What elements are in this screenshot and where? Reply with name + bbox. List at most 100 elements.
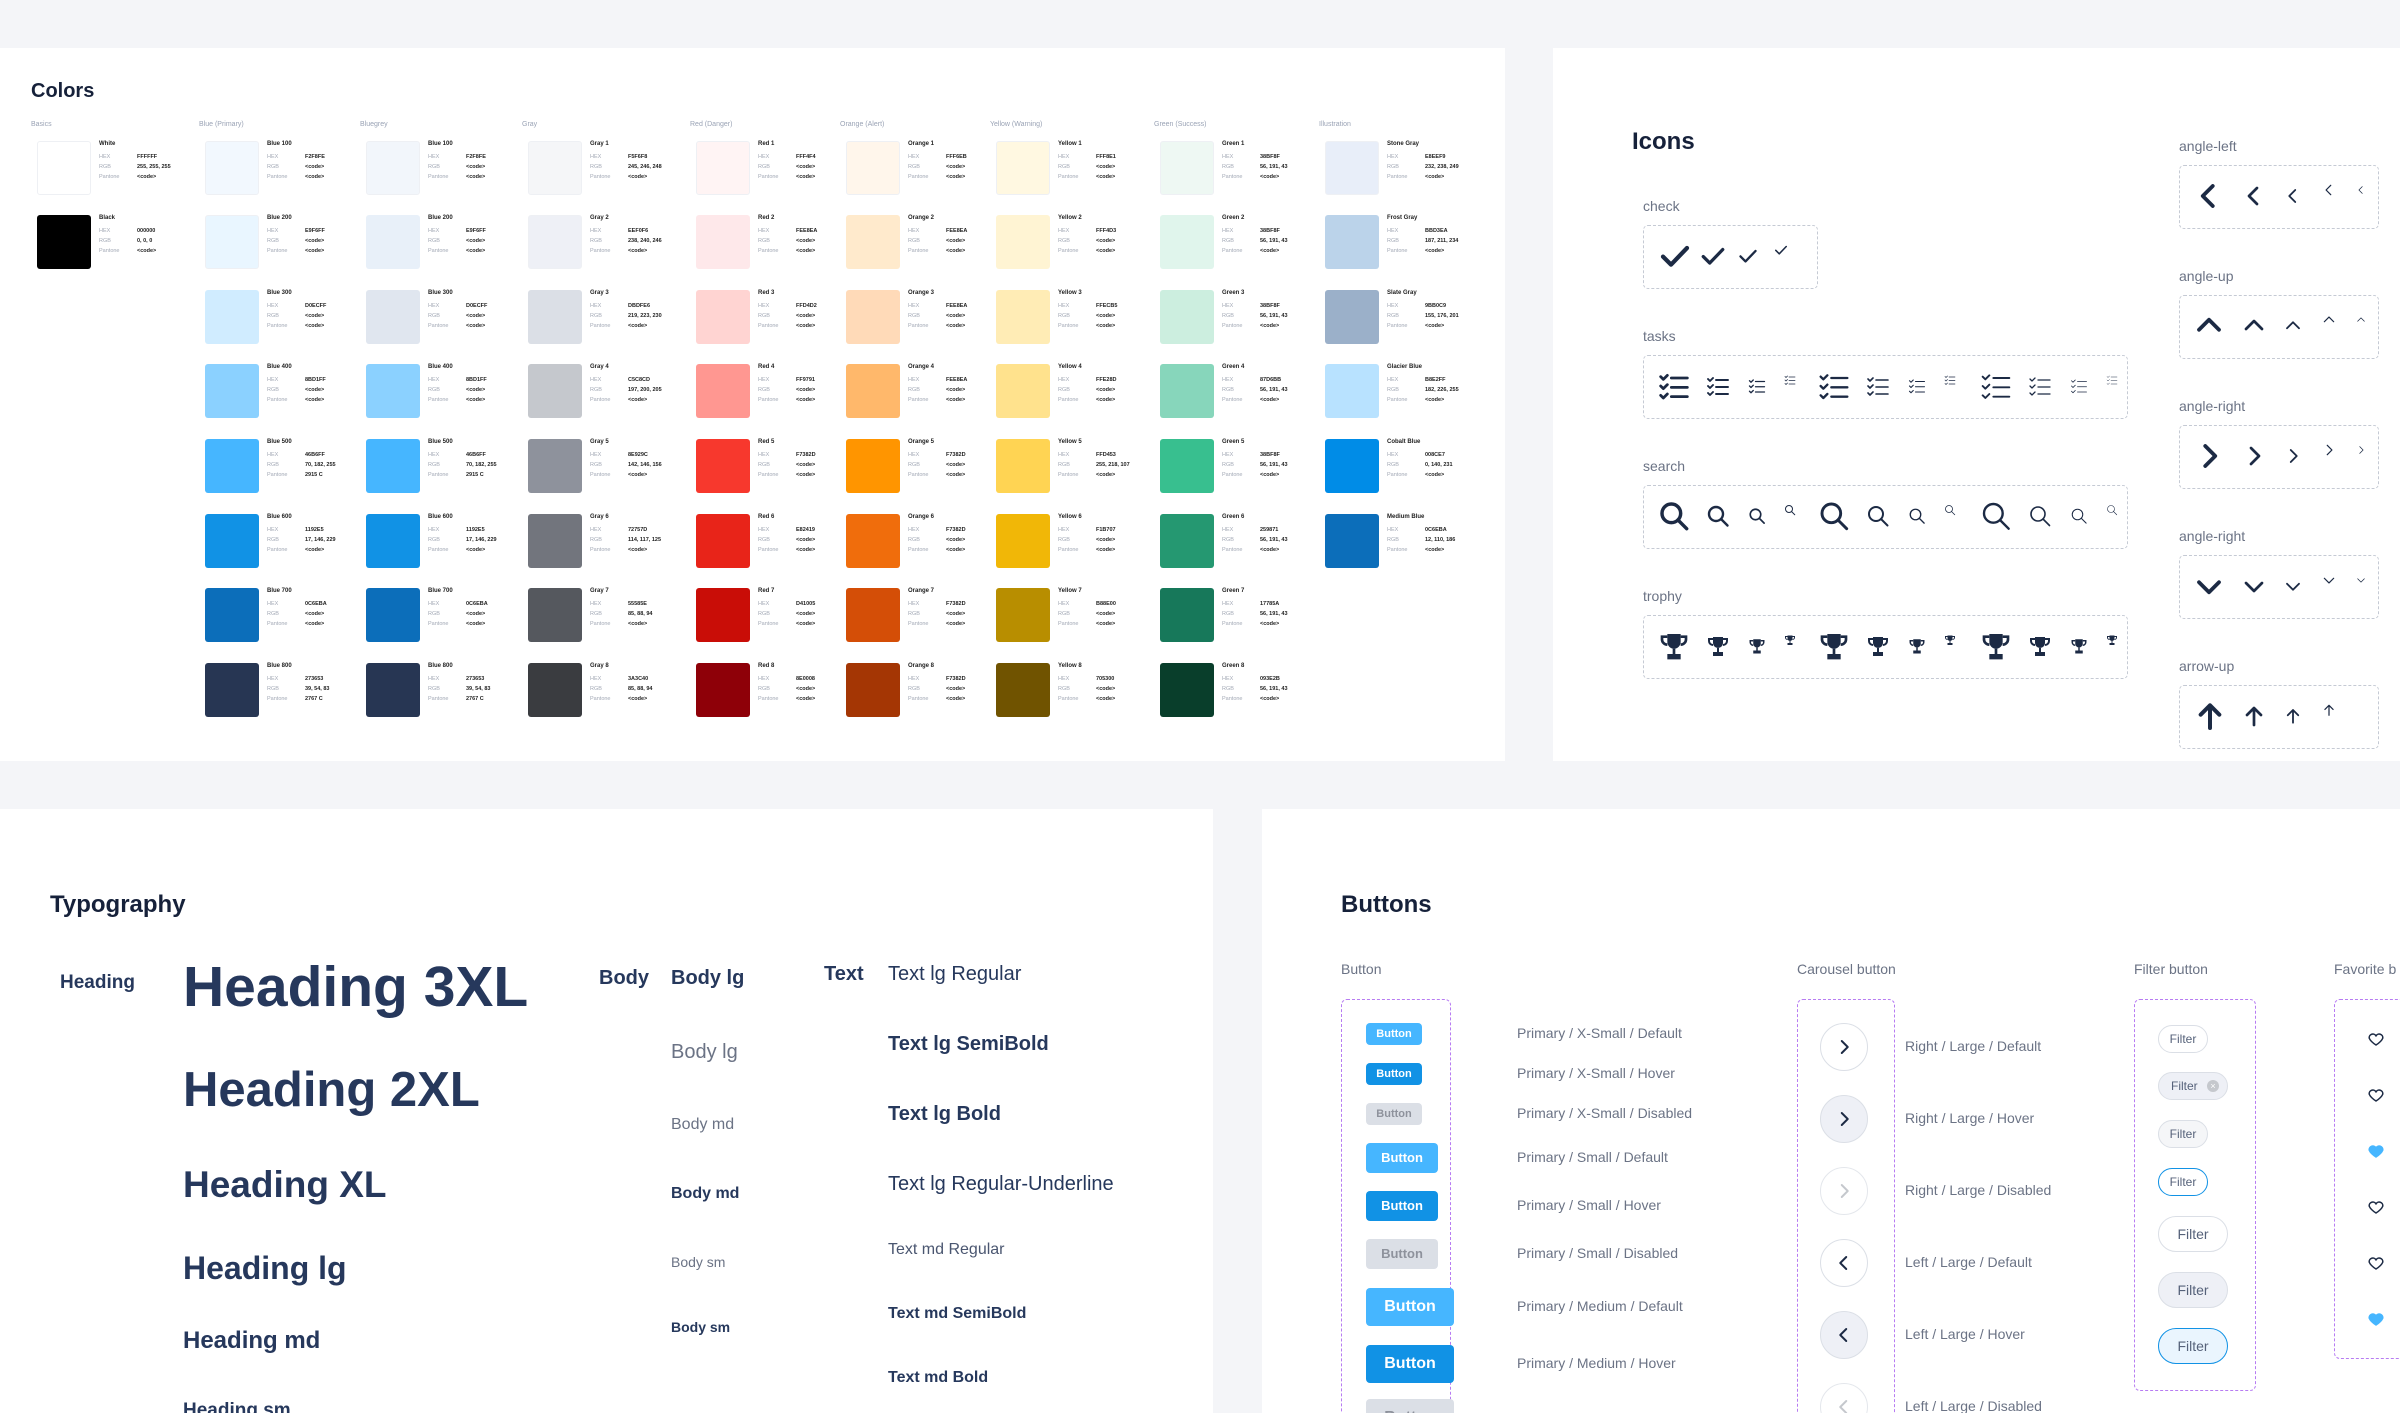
color-pantone-label: Pantone — [908, 248, 929, 254]
color-hex-label: HEX — [908, 377, 920, 383]
color-pantone-value: <code> — [628, 248, 648, 254]
color-hex-value: FFF8E1 — [1096, 154, 1116, 160]
carousel-button[interactable] — [1820, 1311, 1868, 1359]
color-name: Cobalt Blue — [1387, 439, 1421, 445]
heart-icon[interactable] — [2367, 1030, 2385, 1048]
color-name: Green 7 — [1222, 588, 1245, 594]
color-pantone-value: <code> — [1425, 547, 1445, 553]
color-name: Blue 100 — [267, 141, 292, 147]
color-pantone-label: Pantone — [267, 397, 288, 403]
color-pantone-value: <code> — [796, 696, 816, 702]
filter-button[interactable]: Filter — [2158, 1168, 2208, 1196]
text-md-regular: Text md Regular — [888, 1241, 1005, 1258]
carousel-button[interactable] — [1820, 1095, 1868, 1143]
color-pantone-label: Pantone — [428, 323, 449, 329]
color-pantone-value: <code> — [796, 174, 816, 180]
filter-button[interactable]: Filter — [2158, 1328, 2228, 1364]
color-pantone-label: Pantone — [758, 323, 779, 329]
color-pantone-value: <code> — [305, 174, 325, 180]
filter-button[interactable]: Filter — [2158, 1216, 2228, 1252]
primary-button[interactable]: Button — [1366, 1023, 1422, 1045]
color-rgb-label: RGB — [267, 164, 279, 170]
trophy-icon — [1749, 639, 1765, 654]
filter-variants-frame — [2134, 999, 2256, 1391]
color-pantone-label: Pantone — [428, 621, 449, 627]
color-pantone-value: <code> — [466, 248, 486, 254]
carousel-button[interactable] — [1820, 1023, 1868, 1071]
color-pantone-label: Pantone — [1387, 323, 1408, 329]
heart-icon[interactable] — [2367, 1310, 2385, 1328]
color-pantone-label: Pantone — [1058, 547, 1079, 553]
filter-button[interactable]: Filter — [2158, 1120, 2208, 1148]
color-hex-label: HEX — [1222, 601, 1234, 607]
color-hex-value: 000000 — [137, 228, 156, 234]
color-hex-label: HEX — [908, 527, 920, 533]
color-hex-value: F2F8FE — [466, 154, 486, 160]
color-hex-value: 008CE7 — [1425, 452, 1445, 458]
heart-icon[interactable] — [2367, 1086, 2385, 1104]
color-rgb-label: RGB — [267, 387, 279, 393]
color-chip — [1160, 663, 1214, 717]
angle-left-icon — [2358, 186, 2363, 194]
search-icon — [1945, 505, 1956, 516]
color-swatch: Green 2 HEX 38BF8F RGB 56, 191, 43 Pantone <co… — [1160, 215, 1310, 275]
color-pantone-value: <code> — [628, 174, 648, 180]
primary-button[interactable]: Button — [1366, 1143, 1438, 1173]
color-hex-label: HEX — [267, 303, 279, 309]
color-name: Black — [99, 215, 116, 221]
angle-down-icon — [2244, 581, 2264, 593]
color-chip — [528, 588, 582, 642]
color-rgb-value: 17, 146, 229 — [466, 537, 497, 543]
color-pantone-value: 2767 C — [305, 696, 323, 702]
color-rgb-label: RGB — [590, 537, 602, 543]
color-pantone-value: <code> — [1096, 696, 1116, 702]
color-hex-label: HEX — [428, 228, 440, 234]
color-hex-label: HEX — [1387, 154, 1399, 160]
color-pantone-label: Pantone — [758, 696, 779, 702]
color-rgb-value: <code> — [305, 611, 325, 617]
primary-button[interactable]: Button — [1366, 1345, 1454, 1383]
color-pantone-value: <code> — [946, 472, 966, 478]
color-name: Green 6 — [1222, 514, 1245, 520]
color-name: Green 3 — [1222, 290, 1245, 296]
color-hex-value: F5F6F8 — [628, 154, 648, 160]
color-name: Blue 700 — [428, 588, 453, 594]
heart-icon[interactable] — [2367, 1198, 2385, 1216]
color-hex-value: 72757D — [628, 527, 648, 533]
filter-button[interactable]: Filter — [2158, 1025, 2208, 1053]
primary-button[interactable]: Button — [1366, 1063, 1422, 1085]
heart-icon[interactable] — [2367, 1142, 2385, 1160]
color-name: Gray 5 — [590, 439, 609, 445]
text-label: Text — [824, 963, 864, 985]
color-rgb-label: RGB — [428, 537, 440, 543]
filter-button[interactable]: Filter — [2158, 1272, 2228, 1308]
color-hex-value: 17785A — [1260, 601, 1280, 607]
color-pantone-label: Pantone — [908, 621, 929, 627]
tasks-icon — [1981, 374, 2011, 399]
favorite-variants-frame — [2334, 999, 2400, 1359]
filter-label: Filter — [2169, 1127, 2197, 1141]
color-hex-value: 0C6EBA — [305, 601, 327, 607]
color-swatch: Blue 800 HEX 273653 RGB 39, 54, 83 Pantone 276… — [205, 663, 355, 723]
primary-button[interactable]: Button — [1366, 1191, 1438, 1221]
color-pantone-label: Pantone — [428, 696, 449, 702]
color-name: Red 4 — [758, 364, 775, 370]
color-pantone-label: Pantone — [267, 248, 288, 254]
color-chip — [366, 588, 420, 642]
color-rgb-value: <code> — [1096, 164, 1116, 170]
primary-button[interactable]: Button — [1366, 1288, 1454, 1326]
close-icon[interactable]: × — [2207, 1080, 2219, 1092]
carousel-button[interactable] — [1820, 1239, 1868, 1287]
color-pantone-label: Pantone — [1222, 174, 1243, 180]
color-hex-value: 46B6FF — [466, 452, 486, 458]
heart-icon[interactable] — [2367, 1254, 2385, 1272]
color-chip — [1325, 141, 1379, 195]
filter-button[interactable]: Filter × — [2158, 1072, 2228, 1100]
color-name: Blue 200 — [428, 215, 453, 221]
button-state-label: Primary / Medium / Hover — [1517, 1355, 1676, 1371]
color-pantone-label: Pantone — [908, 547, 929, 553]
color-pantone-label: Pantone — [428, 397, 449, 403]
color-rgb-label: RGB — [1387, 313, 1399, 319]
color-hex-value: EEF0F6 — [628, 228, 649, 234]
icon-group-frame — [1643, 485, 2128, 549]
